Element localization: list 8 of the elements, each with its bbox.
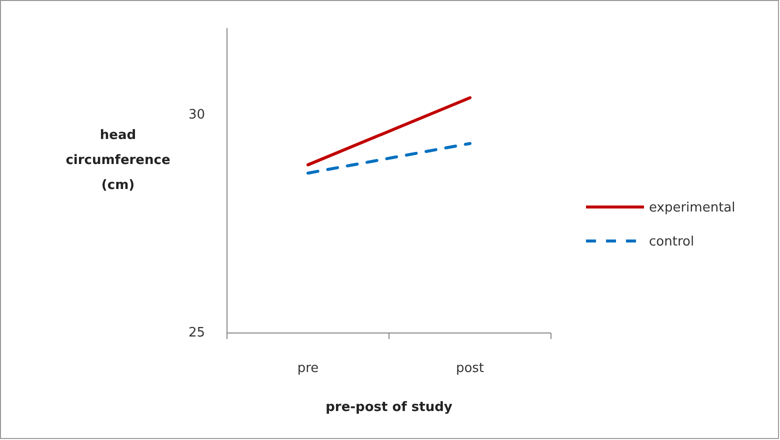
x-tick-label: pre: [297, 361, 319, 376]
legend-label: experimental: [649, 200, 736, 216]
y-tick-label: 30: [188, 108, 205, 123]
x-tick-label: post: [456, 361, 484, 376]
x-axis-title: pre-post of study: [326, 400, 453, 415]
legend-label: control: [649, 234, 694, 250]
y-tick-label: 25: [188, 326, 205, 340]
y-axis-title: head circumference (cm): [66, 128, 170, 193]
